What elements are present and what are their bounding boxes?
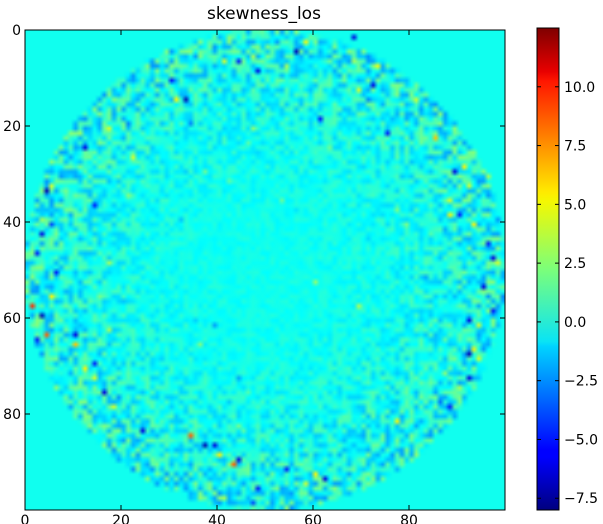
colorbar-gradient: [536, 27, 560, 511]
x-tick-label: 20: [112, 513, 130, 524]
heatmap-image: [25, 30, 505, 510]
colorbar-tick-label: 0.0: [564, 315, 586, 331]
y-tick-label: 60: [3, 311, 21, 327]
chart-title: skewness_los: [207, 4, 321, 24]
y-tick-label: 80: [3, 407, 21, 423]
x-tick-label: 60: [304, 513, 322, 524]
colorbar-tick-label: −7.5: [564, 491, 598, 507]
heatmap-plot: 0 20 40 60 80 0 20 40 60 80: [3, 23, 506, 524]
colorbar-tick-label: 2.5: [564, 256, 586, 272]
colorbar-tick-label: 7.5: [564, 139, 586, 155]
colorbar: −7.5 −5.0 −2.5 0.0 2.5 5.0 7.5 10.0: [536, 27, 598, 511]
y-tick-label: 20: [3, 119, 21, 135]
colorbar-tick-label: −2.5: [564, 374, 598, 390]
colorbar-tick-label: 5.0: [564, 197, 586, 213]
colorbar-tick-label: 10.0: [564, 80, 595, 96]
axis-ticks: 0 20 40 60 80 0 20 40 60 80: [3, 23, 505, 524]
x-tick-label: 0: [21, 513, 30, 524]
plot-frame: [24, 29, 506, 511]
y-tick-label: 40: [3, 215, 21, 231]
x-tick-label: 80: [400, 513, 418, 524]
colorbar-tick-label: −5.0: [564, 432, 598, 448]
x-tick-label: 40: [208, 513, 226, 524]
colorbar-ticks: −7.5 −5.0 −2.5 0.0 2.5 5.0 7.5 10.0: [537, 80, 598, 507]
y-tick-label: 0: [12, 23, 21, 39]
